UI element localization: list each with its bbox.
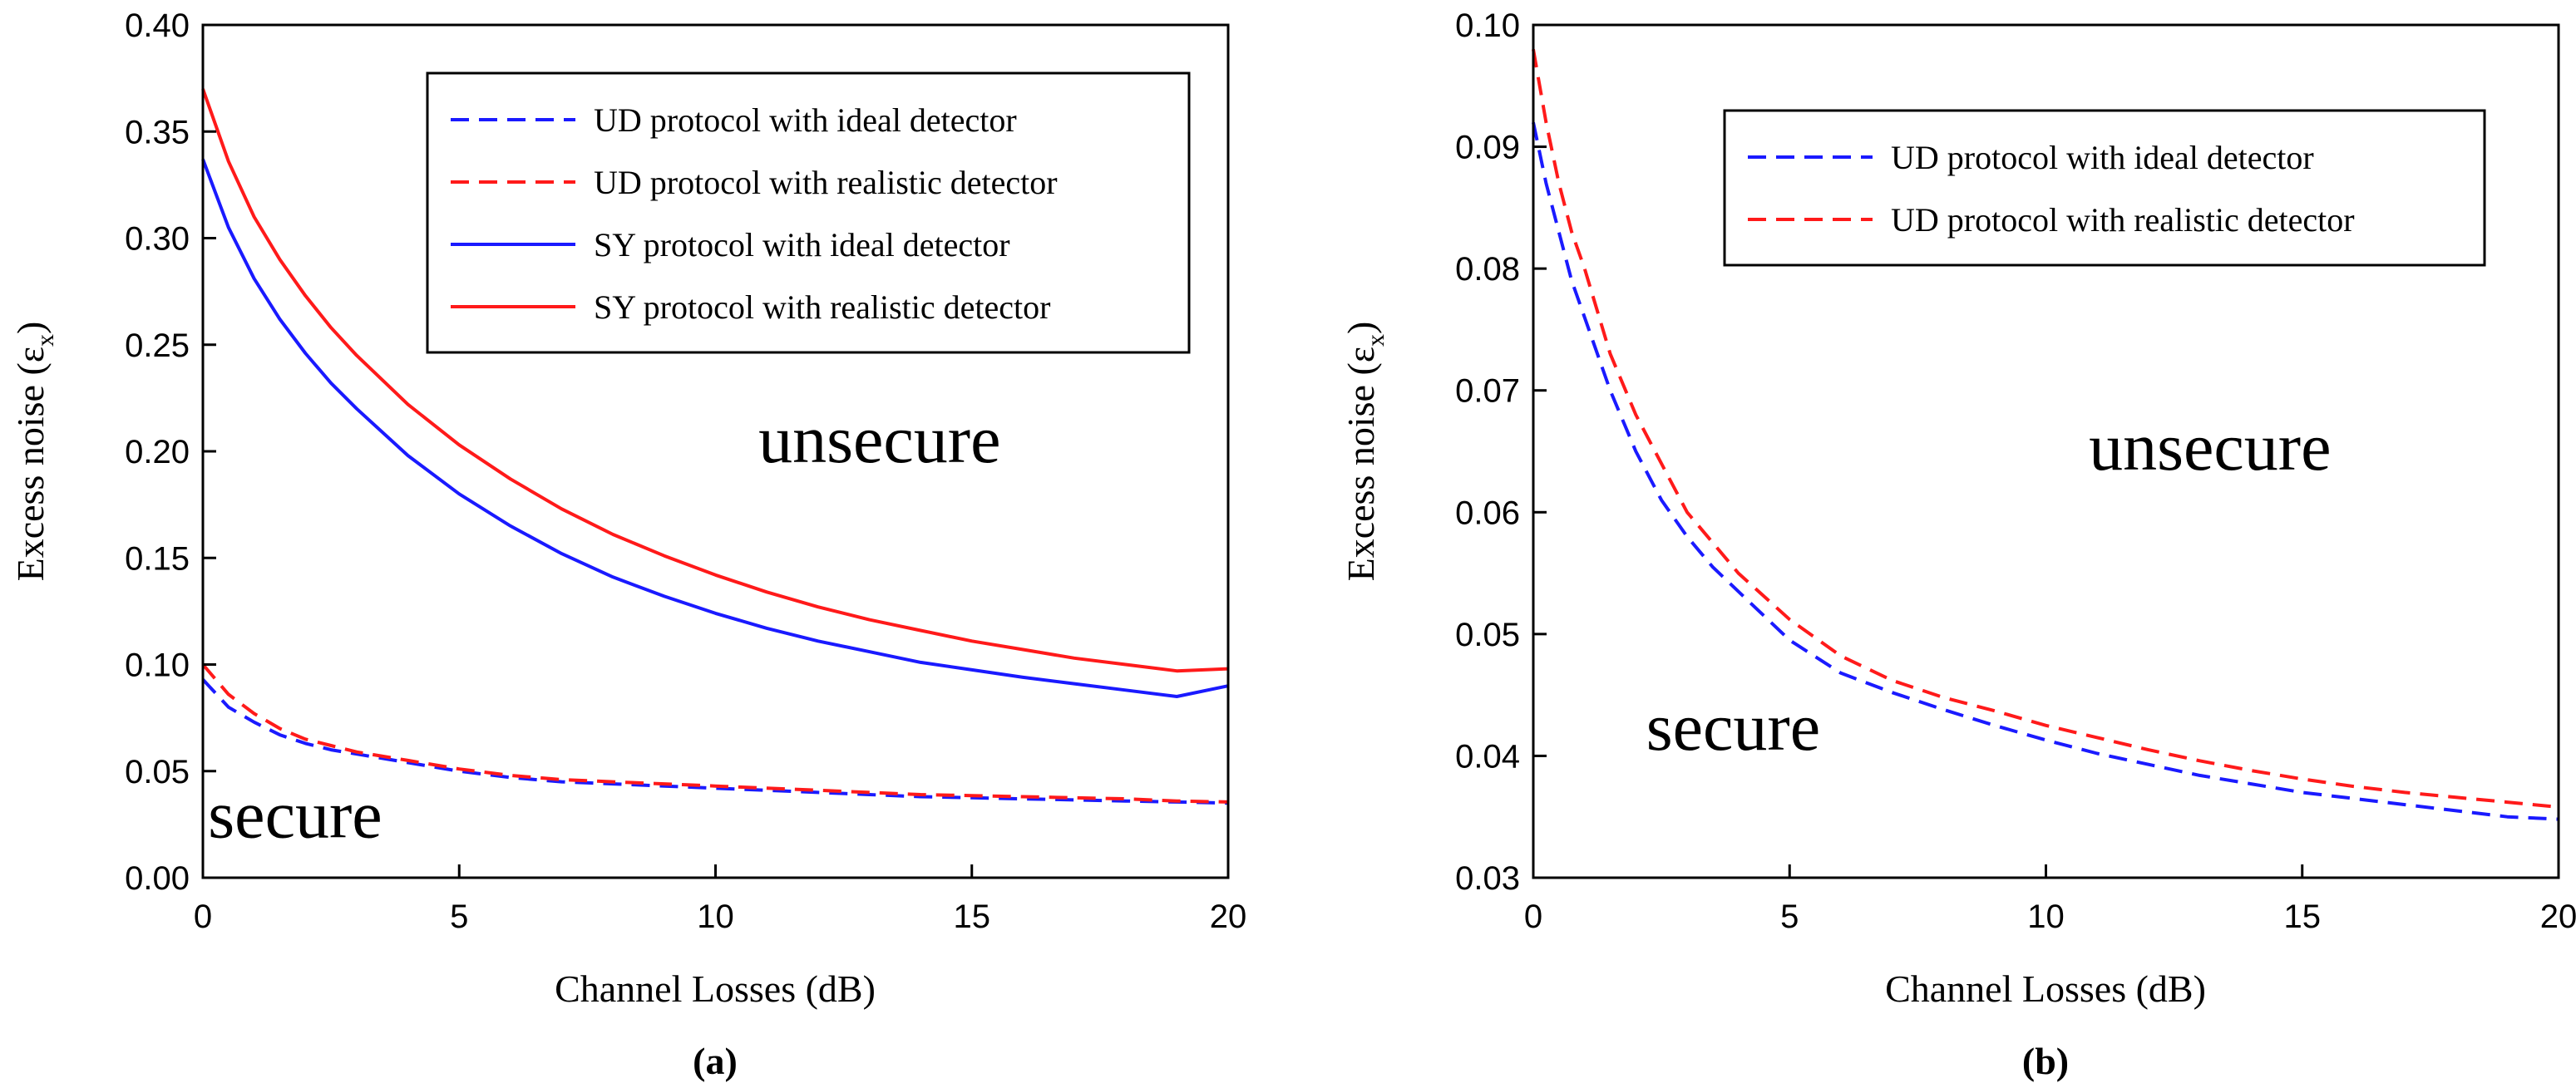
panel-a-legend-entry-2: SY protocol with ideal detector: [594, 226, 1010, 263]
panel-a-annotations: unsecure secure: [208, 401, 1000, 852]
panel-a-y-tick-label: 0.30: [125, 221, 190, 258]
panel-a-y-axis-title-sub: x: [32, 334, 59, 347]
panel-b-x-tick-label: 0: [1524, 898, 1542, 935]
panel-a-y-axis-title-close: ): [9, 322, 52, 334]
panel-a-legend: UD protocol with ideal detector UD protoc…: [426, 71, 1191, 354]
panel-b-legend-entry-0: UD protocol with ideal detector: [1891, 139, 2314, 176]
panel-b-region-label-unsecure: unsecure: [2089, 409, 2331, 485]
panel-b-series-layer: [1532, 48, 2559, 821]
panel-a-region-label-unsecure: unsecure: [758, 401, 1000, 477]
panel-b-y-tick-label: 0.09: [1455, 130, 1520, 166]
panel-a-y-axis-title: Excess noise (εx): [9, 322, 59, 582]
panel-a-x-axis-title: Channel Losses (dB): [555, 967, 876, 1010]
panel-b-legend-box: [1723, 109, 2486, 267]
panel-a-y-tick-label: 0.25: [125, 327, 190, 364]
panel-a-x-tick-label: 0: [194, 898, 212, 935]
panel-a-label: (a): [693, 1040, 738, 1082]
panel-b-x-tick-label: 20: [2540, 898, 2576, 935]
panel-b-y-tick-label: 0.03: [1455, 860, 1520, 897]
panel-a-x-tick-label: 5: [450, 898, 468, 935]
panel-a-series-0: [201, 678, 1229, 805]
panel-a-y-tick-label: 0.10: [125, 647, 190, 684]
panel-b-x-tick-label: 15: [2284, 898, 2322, 935]
panel-b-y-tick-label: 0.04: [1455, 738, 1520, 775]
panel-b-y-axis-title-main: Excess noise (ε: [1340, 347, 1382, 581]
panel-a-legend-entry-0: UD protocol with ideal detector: [594, 101, 1017, 139]
panel-a-y-tick-label: 0.40: [125, 7, 190, 44]
panel-b-series-1: [1532, 48, 2559, 809]
panel-b-legend: UD protocol with ideal detector UD protoc…: [1723, 109, 2486, 267]
panel-a-y-tick-label: 0.05: [125, 754, 190, 790]
panel-b-label: (b): [2022, 1040, 2069, 1082]
panel-a-series-layer: [201, 88, 1229, 805]
panel-a: 0 5 10 15 20 0.00 0.05 0.10 0.15 0.20 0.25 0.30 0.35…: [9, 7, 1246, 1082]
panel-b-y-tick-label: 0.07: [1455, 373, 1520, 410]
panel-a-ticks: 0 5 10 15 20 0.00 0.05 0.10 0.15 0.20 0.25 0.30 0.35…: [125, 7, 1246, 935]
panel-a-x-tick-label: 20: [1210, 898, 1247, 935]
panel-b-x-tick-label: 10: [2027, 898, 2065, 935]
panel-a-y-tick-label: 0.00: [125, 860, 190, 897]
panel-b-y-tick-label: 0.05: [1455, 617, 1520, 653]
panel-a-y-tick-label: 0.20: [125, 434, 190, 470]
panel-b-y-tick-label: 0.08: [1455, 251, 1520, 288]
panel-b-y-tick-label: 0.10: [1455, 7, 1520, 44]
panel-a-x-tick-label: 15: [954, 898, 991, 935]
panel-a-series-2: [201, 158, 1229, 698]
panel-b-series-0: [1532, 121, 2559, 821]
panel-a-legend-entry-3: SY protocol with realistic detector: [594, 288, 1050, 326]
panel-b-y-axis-title-close: ): [1340, 322, 1382, 334]
panel-a-x-tick-label: 10: [697, 898, 734, 935]
panel-a-series-1: [201, 663, 1229, 804]
panel-a-legend-entry-1: UD protocol with realistic detector: [594, 164, 1058, 201]
panel-b-x-tick-label: 5: [1780, 898, 1799, 935]
panel-b-ticks: 0 5 10 15 20 0.03 0.04 0.05 0.06 0.07 0.08 0.09 0.10: [1455, 7, 2576, 935]
panel-b-region-label-secure: secure: [1646, 689, 1820, 765]
panel-b-annotations: unsecure secure: [1646, 409, 2332, 765]
panel-a-y-tick-label: 0.15: [125, 540, 190, 577]
panel-b-y-axis-title: Excess noise (εx): [1340, 322, 1389, 582]
panel-b: 0 5 10 15 20 0.03 0.04 0.05 0.06 0.07 0.08 0.09 0.10…: [1340, 7, 2576, 1082]
panel-b-x-axis-title: Channel Losses (dB): [1885, 967, 2206, 1010]
panel-b-y-tick-label: 0.06: [1455, 495, 1520, 531]
panel-b-legend-entry-1: UD protocol with realistic detector: [1891, 201, 2355, 239]
panel-a-series-3: [201, 88, 1229, 673]
panel-a-y-tick-label: 0.35: [125, 114, 190, 150]
panel-a-y-axis-title-main: Excess noise (ε: [9, 347, 52, 581]
panel-b-y-axis-title-sub: x: [1362, 334, 1389, 347]
panel-a-region-label-secure: secure: [208, 776, 382, 852]
